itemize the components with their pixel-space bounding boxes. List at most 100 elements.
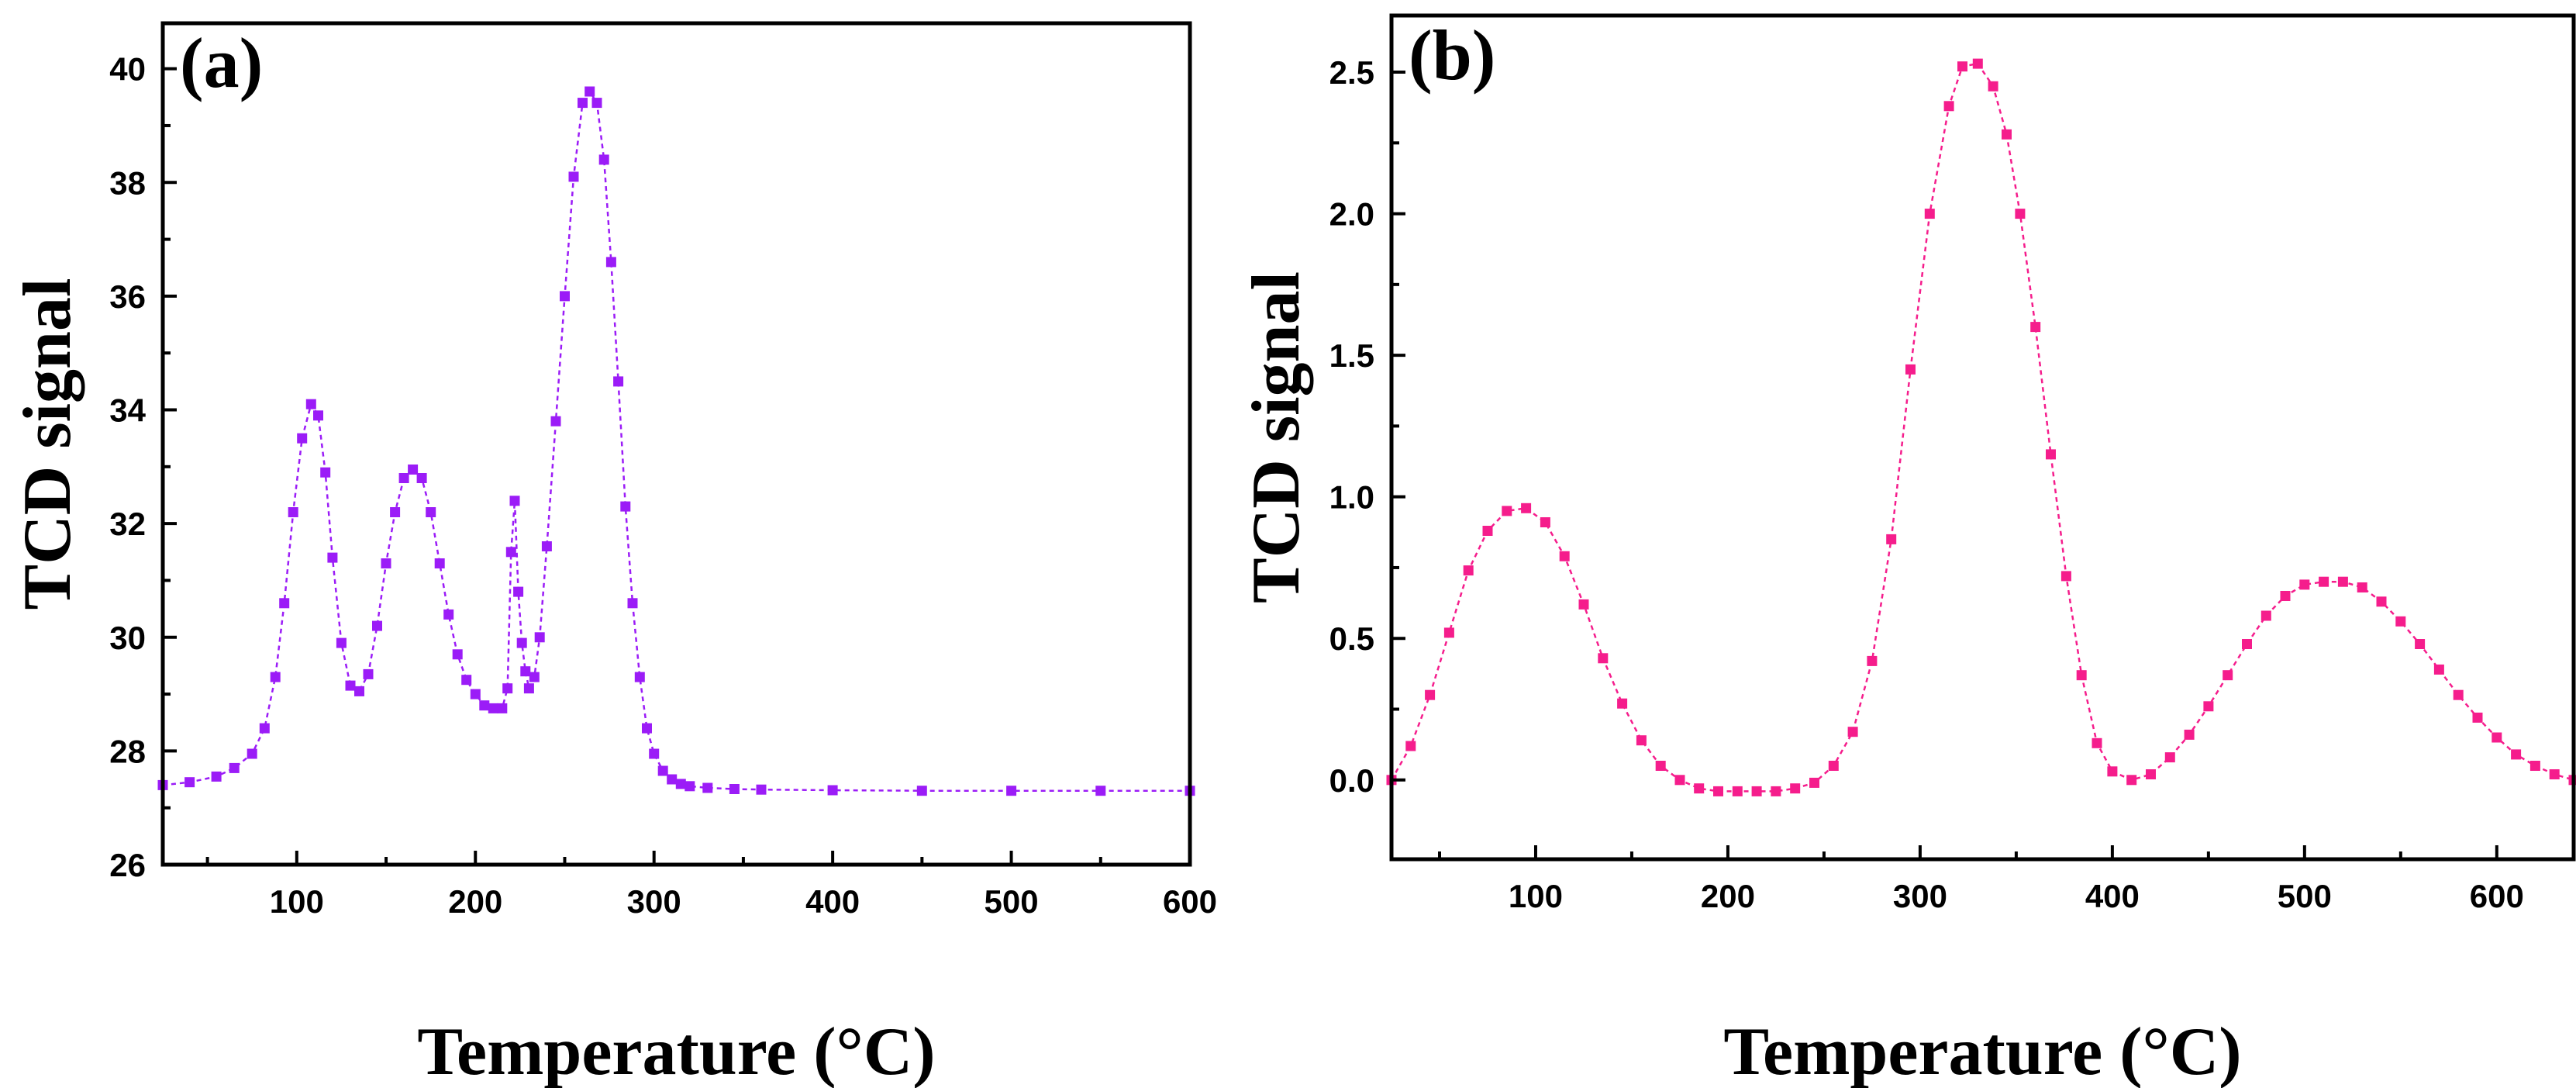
panel-b-data-point: [1598, 653, 1609, 664]
panel-a-data-point: [513, 586, 524, 597]
panel-a-data-point: [398, 473, 409, 483]
panel-b-data-point: [1972, 58, 1983, 69]
panel-a-data-point: [502, 683, 513, 694]
panel-b-data-point: [2223, 670, 2233, 681]
panel-a-data-point: [657, 765, 668, 776]
panel-a-x-tick-label: 100: [270, 883, 324, 920]
panel-a-data-point: [327, 552, 338, 563]
panel-b-series-line: [1390, 62, 2574, 793]
panel-a-data-point: [270, 672, 281, 682]
panel-a-data-point: [390, 507, 401, 517]
panel-b-data-point: [2280, 591, 2291, 601]
panel-a-data-point: [520, 666, 531, 677]
panel-a-data-point: [1095, 786, 1106, 796]
panel-b-data-point: [2376, 596, 2387, 607]
panel-a-data-point: [702, 782, 713, 793]
panel-a-y-tick-label: 40: [109, 51, 146, 88]
panel-a-data-point: [345, 680, 356, 691]
panel-b-data-point: [1713, 786, 1723, 796]
panel-a-data-point: [667, 774, 678, 785]
panel-a-data-point: [470, 689, 481, 699]
panel-a-data-point: [313, 410, 323, 421]
panel-a-data-point: [372, 620, 382, 631]
panel-b-data-point: [1540, 517, 1550, 527]
panel-a-x-tick-label: 300: [627, 883, 681, 920]
panel-a-series-line: [162, 89, 1190, 792]
panel-b-data-point: [1559, 551, 1570, 561]
panel-b-data-point: [1751, 786, 1762, 796]
panel-b-ticks: [1391, 71, 2498, 859]
panel-b-data-point: [2299, 579, 2310, 590]
panel-a-data-point: [229, 762, 240, 773]
panel-a-x-tick-label: 400: [805, 883, 860, 920]
panel-b-y-tick-label: 1.5: [1329, 337, 1374, 374]
panel-b-data-point: [2472, 712, 2483, 723]
panel-b-data-point: [2164, 752, 2175, 763]
panel-b-x-tick-label: 200: [1701, 878, 1755, 914]
panel-b-data-point: [2126, 775, 2137, 786]
panel-a-data-point: [649, 748, 660, 759]
panel-b-data-point: [1674, 775, 1685, 786]
panel-a-data-point: [211, 771, 222, 782]
panel-a-data-point: [642, 723, 652, 734]
panel-a-ticks: [163, 67, 1191, 866]
panel-a-data-point: [497, 703, 508, 713]
panel-b-data-point: [2146, 769, 2156, 779]
panel-a-data-point: [505, 547, 516, 558]
panel-b-data-point: [1443, 627, 1454, 638]
panel-b-data-point: [1790, 783, 1801, 794]
panel-a-data-point: [916, 786, 927, 796]
panel-b-data-point: [2046, 449, 2056, 460]
panel-b-data-point: [2511, 749, 2522, 760]
panel-a-data-point: [247, 748, 257, 759]
panel-b-data-point: [2549, 769, 2560, 779]
panel-a-data-point: [627, 598, 638, 609]
panel-b-data-point: [1521, 503, 1532, 513]
panel-b-data-point: [1425, 689, 1436, 700]
panel-a-data-point: [461, 675, 472, 686]
panel-b-data-point: [1828, 761, 1839, 771]
panel-b-y-tick-label: 1.0: [1329, 479, 1374, 516]
panel-a-y-axis-title: TCD signal: [10, 278, 85, 610]
panel-a-data-point: [568, 171, 579, 182]
panel-a-data-point: [479, 700, 490, 711]
panel-a-plot-frame: [160, 21, 1192, 867]
panel-a-data-point: [541, 541, 552, 551]
panel-a-x-tick-label: 200: [448, 883, 502, 920]
panel-a-y-tick-label: 36: [109, 278, 146, 315]
panel-a-series: [157, 86, 1195, 796]
panel-b-data-point: [1482, 526, 1493, 536]
panel-a-y-tick-label: 38: [109, 164, 146, 201]
panel-a-data-point: [675, 779, 686, 789]
panel-a-data-point: [354, 686, 364, 696]
panel-b-data-point: [1957, 61, 1967, 72]
panel-a-data-point: [534, 632, 545, 643]
panel-b-data-point: [2260, 610, 2271, 621]
panel-b-data-point: [1694, 783, 1705, 794]
panel-b-data-point: [2319, 576, 2329, 587]
panel-a-label: (a): [180, 23, 263, 102]
panel-a-y-tick-label: 28: [109, 733, 146, 769]
panel-b-data-point: [2357, 582, 2367, 592]
panel-b-data-point: [2060, 571, 2071, 582]
panel-a-data-point: [523, 683, 534, 694]
panel-a-data-point: [259, 723, 270, 734]
panel-b-data-point: [2415, 639, 2426, 649]
panel-b-data-point: [2015, 209, 2026, 219]
panel-b-data-point: [2453, 689, 2464, 700]
panel-b-x-tick-label: 300: [1893, 878, 1947, 914]
panel-a-tick-labels: 100 200 300 400 500 600 26 28 30 32 34 36 38 40: [109, 51, 1217, 920]
panel-a-data-point: [550, 416, 561, 427]
panel-b-tick-labels: 100 200 300 400 500 600 0.0 0.5 1.0 1.5 2.0 2.5: [1329, 54, 2524, 914]
panel-b-data-point: [1578, 599, 1589, 610]
panel-b-series: [1386, 58, 2576, 796]
panel-b-y-tick-label: 0.0: [1329, 762, 1374, 799]
panel-a-data-point: [426, 507, 436, 517]
panel-a-data-point: [452, 649, 463, 660]
panel-b-data-point: [2433, 664, 2444, 675]
panel-b-y-axis-title: TCD signal: [1239, 271, 1314, 603]
panel-b-data-point: [2203, 701, 2214, 712]
panel-a-data-point: [305, 399, 316, 409]
panel-a-data-point: [585, 86, 595, 97]
